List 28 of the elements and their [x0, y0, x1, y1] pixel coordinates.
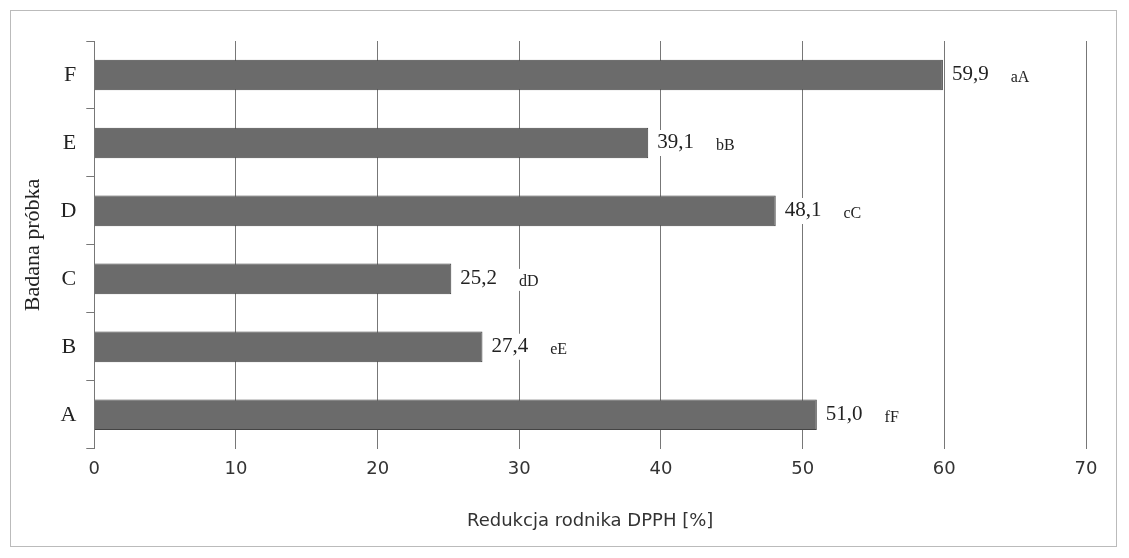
data-label: 51,0 — [825, 401, 863, 426]
y-tick-label: B — [61, 332, 77, 358]
x-tick-label: 20 — [366, 457, 390, 479]
x-tick-label: 40 — [649, 457, 673, 479]
x-tick-label: 0 — [88, 457, 101, 479]
annotation: eE — [550, 340, 568, 358]
x-tick-label: 30 — [507, 457, 531, 479]
y-tick-label: A — [60, 400, 77, 426]
x-tick-label: 50 — [791, 457, 815, 479]
x-tick-label: 60 — [932, 457, 956, 479]
data-label: 59,9 — [951, 61, 989, 86]
y-tick-label: F — [64, 60, 77, 86]
y-axis-title: Badana próbka — [18, 178, 44, 312]
annotation: dD — [519, 272, 539, 290]
annotation: aA — [1010, 68, 1030, 86]
y-tick-label: C — [61, 264, 77, 290]
annotation: bB — [715, 136, 735, 154]
y-tick-label: D — [60, 196, 77, 222]
data-label: 48,1 — [784, 197, 822, 222]
data-label: 39,1 — [657, 129, 694, 154]
y-tick-label: E — [62, 128, 77, 154]
x-tick-label: 10 — [224, 457, 248, 479]
x-tick-label: 70 — [1074, 457, 1098, 479]
annotation: fF — [884, 408, 899, 426]
data-label: 27,4 — [491, 333, 529, 358]
x-axis-title: Redukcja rodnika DPPH [%] — [466, 508, 714, 530]
data-label: 25,2 — [460, 265, 498, 290]
annotation: cC — [843, 204, 862, 222]
